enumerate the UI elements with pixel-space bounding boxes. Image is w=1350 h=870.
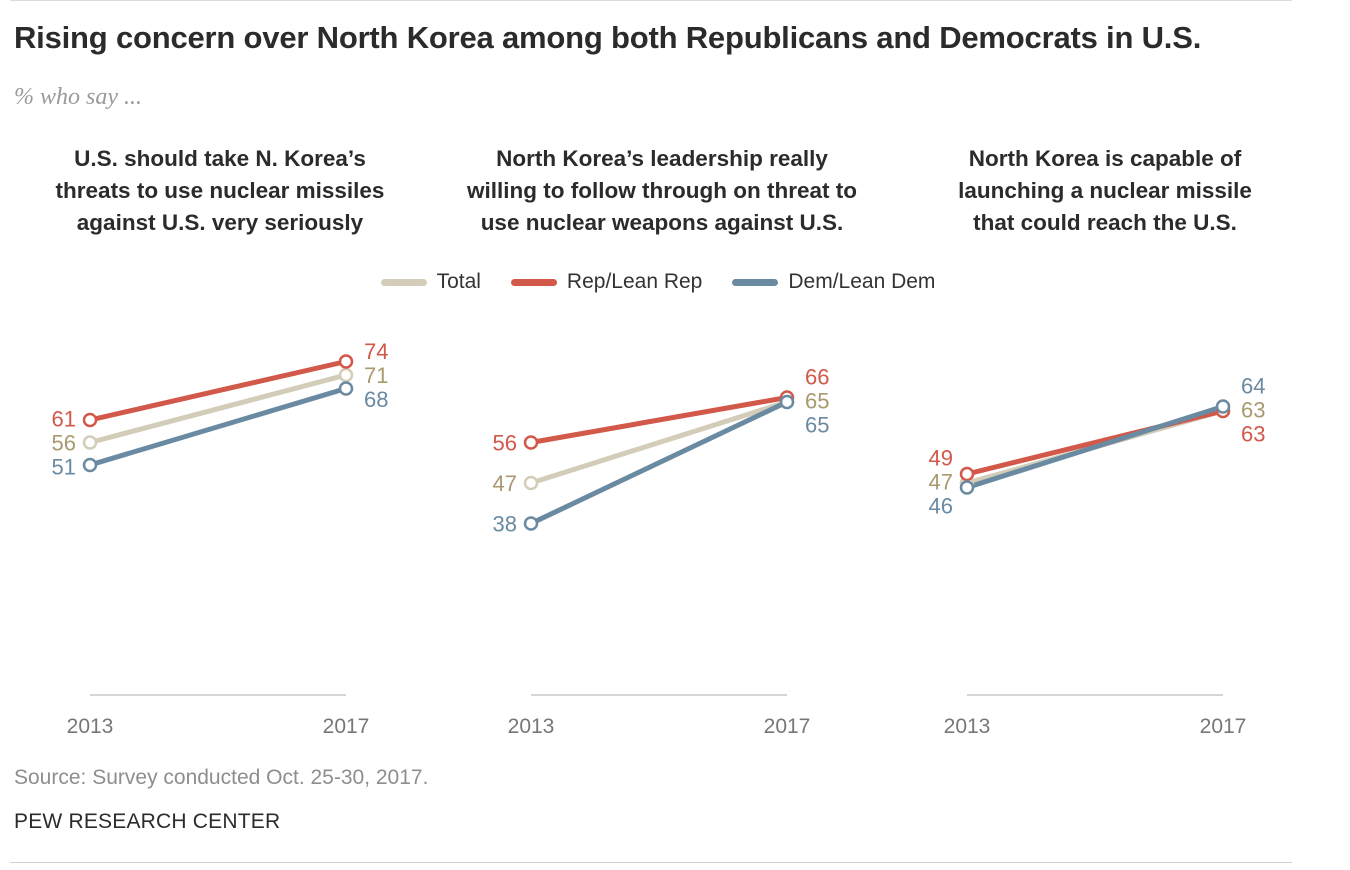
panel-3-label-total-2017: 63 bbox=[1241, 398, 1265, 423]
panel-title-1-line-1: U.S. should take N. Korea’s bbox=[74, 146, 366, 171]
panel-2-x-tick-2013: 2013 bbox=[508, 715, 555, 738]
panel-1-label-total-2017: 71 bbox=[364, 363, 388, 388]
panel-3-label-dem-lean-dem-2013: 46 bbox=[929, 494, 953, 519]
panel-3-x-tick-2017: 2017 bbox=[1200, 715, 1247, 738]
panel-1-point-total-2013 bbox=[82, 435, 98, 450]
panel-2-label-rep-lean-rep-2013: 56 bbox=[493, 431, 517, 456]
panel-1-point-dem-lean-dem-2017 bbox=[338, 381, 354, 396]
panel-2-line-dem-lean-dem bbox=[528, 399, 790, 526]
top-rule bbox=[10, 0, 1292, 1]
panel-3-line-dem-lean-dem bbox=[964, 404, 1226, 490]
panel-title-3-line-1: North Korea is capable of bbox=[968, 146, 1242, 171]
panel-2-label-rep-lean-rep-2017: 66 bbox=[805, 365, 829, 390]
legend-swatch-rep bbox=[510, 278, 557, 286]
panel-1-point-total-2017 bbox=[338, 367, 354, 383]
panel-1-label-total-2013: 56 bbox=[52, 431, 76, 456]
panel-1-point-rep-lean-rep-2013 bbox=[82, 412, 98, 428]
panel-title-2-line-1: North Korea’s leadership really bbox=[496, 146, 828, 171]
panel-1-line-dem-lean-dem bbox=[87, 386, 349, 468]
legend-swatch-total bbox=[380, 278, 427, 286]
panel-1-x-tick-2013: 2013 bbox=[67, 715, 114, 738]
panel-3-label-rep-lean-rep-2017: 63 bbox=[1241, 422, 1265, 447]
panel-1-label-rep-lean-rep-2013: 61 bbox=[52, 407, 76, 432]
panel-3-label-rep-lean-rep-2013: 49 bbox=[929, 446, 953, 471]
panel-2-label-total-2017: 65 bbox=[805, 389, 829, 414]
panel-title-1-line-2: threats to use nuclear missiles bbox=[55, 178, 385, 203]
panel-3-label-total-2013: 47 bbox=[929, 470, 953, 495]
panel-1-x-tick-2017: 2017 bbox=[323, 715, 370, 738]
chart-title: Rising concern over North Korea among bo… bbox=[14, 20, 1202, 55]
chart-subtitle: % who say ... bbox=[14, 84, 142, 110]
source-note: Source: Survey conducted Oct. 25-30, 201… bbox=[14, 766, 429, 789]
panel-1-point-rep-lean-rep-2017 bbox=[338, 354, 354, 369]
legend-swatch-dem bbox=[732, 278, 779, 286]
legend-item-rep: Rep/Lean Rep bbox=[510, 270, 703, 294]
panel-3-x-tick-2013: 2013 bbox=[944, 715, 991, 738]
panel-title-2-line-3: use nuclear weapons against U.S. bbox=[480, 210, 844, 235]
panel-1-line-rep-lean-rep bbox=[87, 359, 349, 423]
panel-title-3-line-2: launching a nuclear missile bbox=[958, 178, 1252, 203]
legend-item-dem: Dem/Lean Dem bbox=[732, 270, 935, 294]
legend-label-total: Total bbox=[436, 270, 481, 293]
legend-label-rep: Rep/Lean Rep bbox=[566, 270, 703, 293]
panel-2-point-rep-lean-rep-2013 bbox=[523, 435, 539, 450]
panel-1-line-total bbox=[87, 372, 349, 445]
panel-1-label-dem-lean-dem-2013: 51 bbox=[52, 455, 76, 480]
legend-item-total: Total bbox=[380, 270, 481, 294]
panel-title-3-line-3: that could reach the U.S. bbox=[973, 210, 1237, 235]
panel-1-label-dem-lean-dem-2017: 68 bbox=[364, 387, 388, 412]
legend-label-dem: Dem/Lean Dem bbox=[788, 270, 936, 293]
panel-2-line-rep-lean-rep bbox=[528, 395, 790, 445]
panel-3-label-dem-lean-dem-2017: 64 bbox=[1241, 374, 1265, 399]
panel-2-label-dem-lean-dem-2013: 38 bbox=[493, 512, 517, 537]
brand-logo-text: PEW RESEARCH CENTER bbox=[14, 810, 281, 833]
panel-3-point-dem-lean-dem-2013 bbox=[959, 480, 975, 495]
panel-2-point-dem-lean-dem-2013 bbox=[523, 516, 539, 531]
panel-title-2: North Korea’s leadership really willing … bbox=[462, 143, 862, 239]
panel-2-label-dem-lean-dem-2017: 65 bbox=[805, 413, 829, 438]
panel-1-label-rep-lean-rep-2017: 74 bbox=[364, 339, 388, 364]
panel-3-point-dem-lean-dem-2017 bbox=[1215, 399, 1231, 414]
panel-2-label-total-2013: 47 bbox=[493, 471, 517, 496]
legend: Total Rep/Lean Rep Dem/Lean Dem bbox=[0, 270, 1316, 294]
panel-3-point-rep-lean-rep-2013 bbox=[959, 466, 975, 482]
panel-title-3: North Korea is capable of launching a nu… bbox=[905, 143, 1305, 239]
panel-2-point-total-2013 bbox=[523, 475, 539, 491]
bottom-rule bbox=[10, 862, 1292, 863]
panel-2-x-tick-2017: 2017 bbox=[764, 715, 811, 738]
panel-2-line-total bbox=[528, 399, 790, 486]
panel-1-point-dem-lean-dem-2013 bbox=[82, 457, 98, 473]
panel-2-point-dem-lean-dem-2017 bbox=[779, 394, 795, 410]
panel-title-1: U.S. should take N. Korea’s threats to u… bbox=[20, 143, 420, 239]
panel-title-2-line-2: willing to follow through on threat to bbox=[467, 178, 857, 203]
panel-title-1-line-3: against U.S. very seriously bbox=[76, 210, 364, 235]
